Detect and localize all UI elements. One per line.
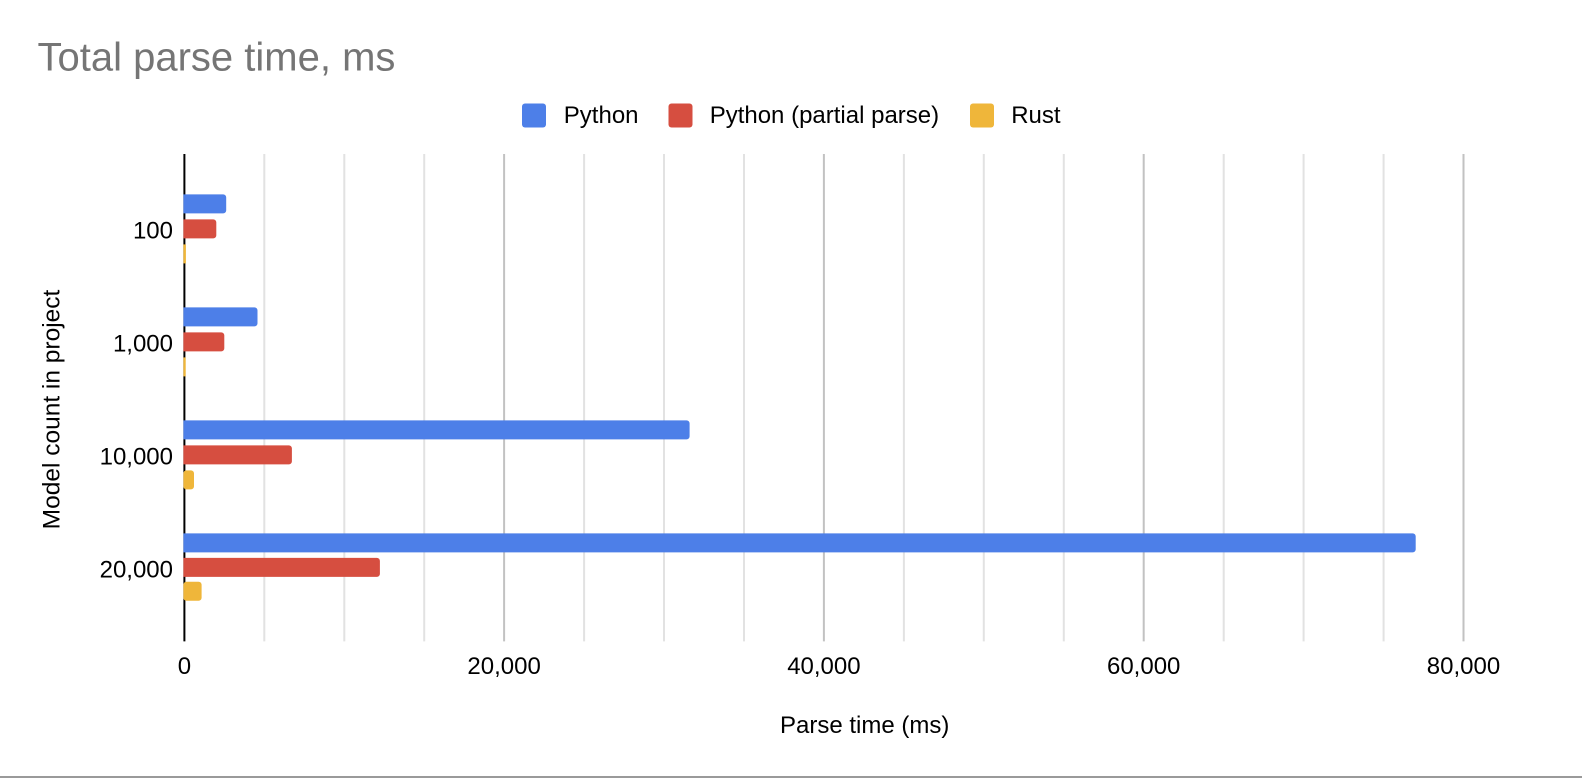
svg-text:80,000: 80,000 (1427, 653, 1500, 680)
svg-text:Python: Python (564, 102, 639, 129)
svg-text:20,000: 20,000 (100, 556, 173, 583)
svg-text:Model count in project: Model count in project (38, 289, 65, 529)
svg-text:Rust: Rust (1011, 102, 1061, 129)
svg-text:100: 100 (133, 217, 173, 244)
svg-text:20,000: 20,000 (467, 653, 540, 680)
svg-text:Python (partial parse): Python (partial parse) (710, 102, 939, 129)
svg-text:60,000: 60,000 (1107, 653, 1180, 680)
svg-text:1,000: 1,000 (113, 330, 173, 357)
svg-text:Parse time (ms): Parse time (ms) (780, 712, 949, 739)
svg-text:40,000: 40,000 (787, 653, 860, 680)
svg-text:10,000: 10,000 (100, 443, 173, 470)
svg-text:0: 0 (178, 653, 191, 680)
svg-text:Total parse time, ms: Total parse time, ms (38, 35, 396, 79)
